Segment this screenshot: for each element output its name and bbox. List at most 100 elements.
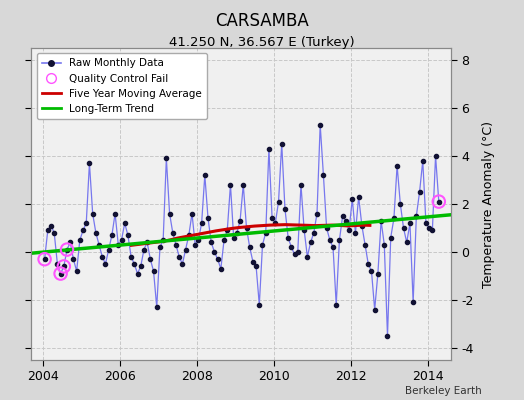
Point	[66, 239, 74, 246]
Point	[191, 242, 200, 248]
Point	[431, 153, 440, 159]
Point	[358, 222, 366, 229]
Point	[47, 222, 55, 229]
Point	[300, 227, 309, 234]
Point	[313, 210, 321, 217]
Point	[166, 210, 174, 217]
Point	[162, 155, 170, 162]
Point	[156, 244, 164, 250]
Point	[130, 261, 138, 267]
Point	[98, 254, 106, 260]
Point	[140, 246, 148, 253]
Point	[265, 146, 273, 152]
Legend: Raw Monthly Data, Quality Control Fail, Five Year Moving Average, Long-Term Tren: Raw Monthly Data, Quality Control Fail, …	[37, 53, 207, 119]
Point	[406, 220, 414, 226]
Point	[434, 198, 443, 205]
Point	[124, 232, 132, 238]
Point	[258, 242, 267, 248]
Point	[428, 227, 436, 234]
Point	[239, 182, 247, 188]
Point	[181, 246, 190, 253]
Point	[201, 172, 209, 178]
Point	[204, 215, 212, 222]
Point	[409, 299, 417, 306]
Point	[310, 230, 318, 236]
Point	[380, 242, 388, 248]
Point	[367, 268, 376, 274]
Point	[419, 158, 427, 164]
Point	[416, 189, 424, 195]
Point	[233, 230, 241, 236]
Point	[40, 256, 49, 262]
Point	[329, 244, 337, 250]
Point	[422, 220, 430, 226]
Point	[387, 234, 395, 241]
Point	[178, 261, 187, 267]
Point	[63, 246, 71, 253]
Point	[92, 230, 100, 236]
Point	[246, 244, 254, 250]
Point	[114, 242, 123, 248]
Point	[255, 302, 264, 308]
Point	[226, 182, 235, 188]
Point	[149, 268, 158, 274]
Point	[399, 225, 408, 231]
Point	[236, 218, 244, 224]
Point	[159, 237, 167, 243]
Point	[261, 230, 270, 236]
Point	[146, 256, 155, 262]
Point	[425, 225, 433, 231]
Point	[60, 263, 68, 270]
Point	[152, 304, 161, 310]
Point	[95, 242, 103, 248]
Point	[220, 237, 228, 243]
Point	[284, 234, 292, 241]
Point	[242, 225, 250, 231]
Text: CARSAMBA: CARSAMBA	[215, 12, 309, 30]
Point	[133, 270, 141, 277]
Point	[275, 198, 283, 205]
Point	[393, 162, 401, 169]
Point	[127, 254, 135, 260]
Point	[325, 237, 334, 243]
Text: Berkeley Earth: Berkeley Earth	[406, 386, 482, 396]
Point	[402, 239, 411, 246]
Point	[101, 261, 110, 267]
Point	[85, 160, 94, 166]
Text: 41.250 N, 36.567 E (Turkey): 41.250 N, 36.567 E (Turkey)	[169, 36, 355, 49]
Point	[364, 261, 373, 267]
Point	[303, 254, 312, 260]
Point	[69, 256, 78, 262]
Point	[50, 230, 58, 236]
Point	[198, 220, 206, 226]
Point	[348, 196, 356, 202]
Point	[383, 333, 391, 339]
Point	[339, 213, 347, 219]
Point	[297, 182, 305, 188]
Point	[175, 254, 183, 260]
Point	[290, 251, 299, 258]
Point	[121, 220, 129, 226]
Point	[335, 237, 344, 243]
Point	[108, 232, 116, 238]
Point	[194, 237, 203, 243]
Point	[412, 213, 421, 219]
Point	[117, 237, 126, 243]
Point	[43, 227, 52, 234]
Point	[79, 227, 87, 234]
Point	[361, 242, 369, 248]
Point	[169, 230, 177, 236]
Point	[223, 227, 232, 234]
Point	[287, 244, 296, 250]
Point	[63, 246, 71, 253]
Point	[249, 258, 257, 265]
Point	[374, 270, 382, 277]
Point	[434, 198, 443, 205]
Point	[82, 220, 91, 226]
Point	[345, 227, 353, 234]
Point	[396, 201, 405, 207]
Point	[57, 270, 65, 277]
Point	[281, 206, 289, 212]
Point	[40, 256, 49, 262]
Point	[213, 256, 222, 262]
